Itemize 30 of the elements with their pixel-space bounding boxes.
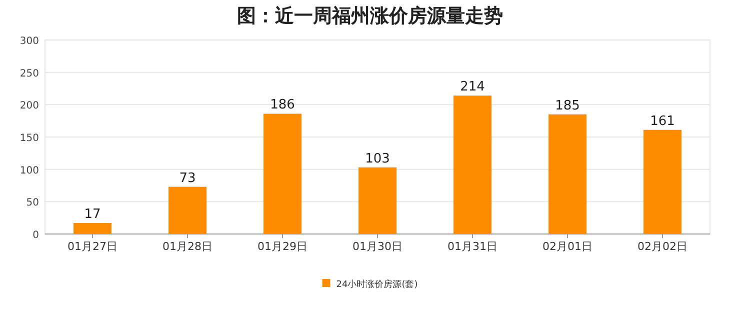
x-tick-label: 01月29日 (258, 240, 308, 253)
x-tick-label: 01月28日 (162, 240, 212, 253)
y-tick-label: 200 (20, 100, 39, 112)
data-label: 186 (270, 98, 295, 113)
bar (74, 223, 112, 234)
y-tick-label: 300 (20, 36, 39, 47)
y-tick-label: 150 (20, 133, 39, 144)
bar (168, 186, 206, 234)
data-label: 73 (179, 170, 196, 186)
y-tick-label: 250 (20, 68, 39, 80)
bar (358, 167, 396, 234)
legend-label: 24小时涨价房源(套) (336, 279, 418, 290)
data-label: 185 (555, 98, 580, 114)
x-tick-label: 01月27日 (68, 240, 118, 253)
bar (264, 114, 302, 234)
y-tick-label: 100 (20, 165, 39, 176)
bar (548, 114, 586, 234)
x-tick-label: 02月01日 (542, 240, 592, 253)
y-tick-label: 50 (26, 198, 39, 209)
x-tick-label: 01月31日 (448, 240, 498, 253)
bar (454, 96, 492, 234)
y-tick-label: 0 (32, 230, 39, 241)
x-tick-label: 02月02日 (638, 240, 688, 253)
data-label: 103 (365, 151, 390, 166)
x-tick-label: 01月30日 (352, 240, 402, 253)
data-label: 17 (84, 207, 101, 222)
chart-title: 图：近一周福州涨价房源量走势 (237, 5, 503, 27)
bar (644, 130, 682, 234)
data-label: 161 (650, 114, 675, 129)
data-label: 214 (460, 80, 485, 95)
